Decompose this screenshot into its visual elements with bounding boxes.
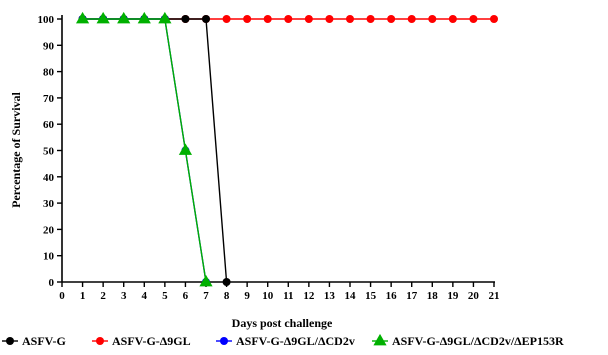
data-point [407,15,416,23]
x-tick-label: 15 [365,290,377,302]
x-tick-label: 20 [468,290,480,302]
data-point [158,11,172,24]
legend-label: ASFV-G-Δ9GL [112,334,191,348]
x-tick-label: 18 [427,290,439,302]
legend-item: ASFV-G [2,334,66,348]
legend-marker [96,337,104,345]
y-tick-label: 50 [43,146,55,158]
y-tick-label: 30 [43,198,55,210]
data-point [96,11,110,24]
x-axis-title: Days post challenge [232,316,333,330]
y-tick-label: 60 [43,119,55,131]
legend-item: ASFV-G-Δ9GL/ΔCD2v/ΔEP153R [372,333,564,348]
x-tick-label: 14 [345,290,357,302]
x-tick-label: 12 [303,290,315,302]
legend: ASFV-G ASFV-G-Δ9GL ASFV-G-Δ9GL/ΔCD2v ASFV-G… [2,333,564,348]
data-point [469,15,478,23]
y-tick-label: 90 [43,40,55,52]
data-point [222,278,231,286]
x-tick-label: 5 [162,290,168,302]
data-point [137,11,151,24]
x-tick-label: 9 [244,290,250,302]
series-layer [75,11,498,287]
y-tick-label: 20 [43,224,55,236]
data-point [387,15,396,23]
x-tick-label: 0 [59,290,65,302]
x-tick-label: 16 [386,290,398,302]
data-point [199,274,213,287]
legend-marker [373,333,387,346]
legend-marker [6,337,14,345]
data-point [75,11,90,24]
data-point [325,15,334,23]
y-tick-label: 80 [43,67,55,79]
data-point [366,15,375,23]
x-tick-label: 3 [121,290,127,302]
series-ASFV-G-Δ9GL/ΔCD2v [78,15,210,286]
x-tick-label: 4 [142,290,148,302]
data-point [117,11,131,24]
x-tick-label: 13 [324,290,336,302]
data-point [263,15,272,23]
y-tick-label: 10 [43,251,55,263]
x-tick-label: 2 [100,290,106,302]
data-point [346,15,354,23]
y-tick-label: 100 [38,14,55,26]
y-tick-label: 40 [43,172,55,184]
legend-marker [220,337,228,345]
x-tick-label: 19 [447,290,459,302]
legend-label: ASFV-G-Δ9GL/ΔCD2v/ΔEP153R [392,334,564,348]
legend-item: ASFV-G-Δ9GL/ΔCD2v [216,334,355,348]
data-point [428,15,437,23]
y-tick-label: 70 [43,93,55,105]
data-point [304,15,313,23]
x-tick-label: 21 [489,290,500,302]
data-point [490,15,498,23]
data-point [284,15,293,23]
data-point [202,15,210,23]
x-tick-label: 10 [262,290,274,302]
data-point [222,15,231,23]
x-tick-label: 1 [80,290,86,302]
series-ASFV-G-Δ9GL/ΔCD2v/ΔEP153R [75,11,213,287]
x-tick-label: 17 [406,290,418,302]
legend-item: ASFV-G-Δ9GL [92,334,191,348]
data-point [178,143,193,155]
x-tick-label: 6 [183,290,189,302]
data-point [181,15,190,23]
y-tick-label: 0 [49,277,55,289]
x-tick-label: 11 [283,290,293,302]
series-ASFV-G [78,15,231,286]
legend-label: ASFV-G [22,334,66,348]
data-point [448,15,457,23]
y-axis-title: Percentage of Survival [9,91,23,207]
series-line [82,18,228,283]
legend-label: ASFV-G-Δ9GL/ΔCD2v [236,334,355,348]
x-tick-label: 7 [203,290,209,302]
x-tick-label: 8 [224,290,230,302]
data-point [243,15,252,23]
